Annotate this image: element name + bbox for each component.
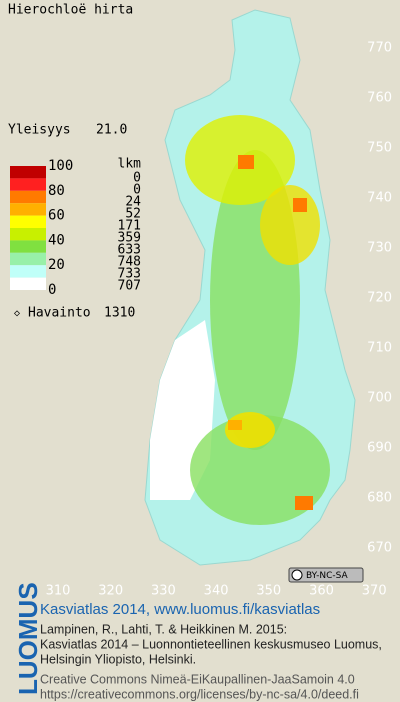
headline: Kasviatlas 2014, www.luomus.fi/kasviatla… bbox=[40, 601, 320, 618]
legend-scale-label: 0 bbox=[48, 282, 56, 298]
y-grid-label: 670 bbox=[367, 541, 392, 556]
yellow-area bbox=[260, 185, 320, 265]
legend-count: 707 bbox=[118, 279, 141, 294]
observation-symbol: ◇ bbox=[14, 308, 20, 319]
legend-scale-label: 20 bbox=[48, 257, 65, 273]
x-grid-label: 340 bbox=[204, 584, 229, 599]
observation-label: Havainto bbox=[28, 306, 91, 321]
y-grid-label: 750 bbox=[367, 141, 392, 156]
y-grid-label: 770 bbox=[367, 41, 392, 56]
finland-map bbox=[144, 9, 356, 566]
legend-count: 748 bbox=[118, 255, 141, 270]
y-grid-label: 740 bbox=[367, 191, 392, 206]
legend-swatch bbox=[10, 215, 46, 228]
legend-swatch bbox=[10, 190, 46, 204]
legend-count: 171 bbox=[118, 219, 141, 234]
brand: LUOMUS bbox=[13, 582, 43, 695]
frequency-value: 21.0 bbox=[96, 123, 127, 138]
orange-cell bbox=[228, 420, 242, 430]
orange-cell bbox=[295, 496, 313, 510]
y-grid-label: 710 bbox=[367, 341, 392, 356]
citation-line: Kasviatlas 2014 – Luonnontieteellinen ke… bbox=[40, 637, 382, 651]
legend-swatch bbox=[10, 228, 46, 241]
legend-swatch bbox=[10, 178, 46, 191]
license-line: Creative Commons Nimeä-EiKaupallinen-Jaa… bbox=[40, 672, 355, 686]
y-grid-label: 680 bbox=[367, 491, 392, 506]
legend-swatch bbox=[10, 203, 46, 216]
footer: LUOMUS Kasviatlas 2014, www.luomus.fi/ka… bbox=[13, 582, 382, 701]
frequency-label: Yleisyys bbox=[8, 123, 71, 138]
legend-count: 24 bbox=[125, 195, 141, 210]
count-header: lkm bbox=[118, 157, 142, 172]
legend-scale-label: 40 bbox=[48, 232, 65, 248]
legend-count: 359 bbox=[118, 231, 141, 246]
orange-cell bbox=[238, 155, 254, 169]
citation-line: Helsingin Yliopisto, Helsinki. bbox=[40, 652, 196, 666]
observation-value: 1310 bbox=[104, 306, 135, 321]
legend-swatch bbox=[10, 265, 46, 278]
license-badge: BY-NC-SA bbox=[288, 567, 364, 583]
license-line: https://creativecommons.org/licenses/by-… bbox=[40, 687, 359, 701]
x-grid-label: 330 bbox=[151, 584, 176, 599]
y-grid-label: 720 bbox=[367, 291, 392, 306]
y-grid-label: 730 bbox=[367, 241, 392, 256]
x-grid-label: 370 bbox=[362, 584, 387, 599]
citation-line: Lampinen, R., Lahti, T. & Heikkinen M. 2… bbox=[40, 622, 287, 636]
badge-text: BY-NC-SA bbox=[306, 571, 349, 581]
legend-scale-label: 80 bbox=[48, 183, 65, 199]
y-grid-label: 690 bbox=[367, 441, 392, 456]
x-grid-label: 350 bbox=[256, 584, 281, 599]
legend-count: 0 bbox=[133, 183, 141, 198]
x-grid-label: 310 bbox=[46, 584, 71, 599]
legend-count: 52 bbox=[125, 207, 141, 222]
legend-scale-label: 60 bbox=[48, 208, 65, 224]
legend-count: 733 bbox=[118, 267, 141, 282]
legend-count: 633 bbox=[118, 243, 141, 258]
x-grid-label: 320 bbox=[98, 584, 123, 599]
legend-swatch bbox=[10, 277, 46, 290]
orange-cell bbox=[293, 198, 307, 212]
map-title: Hierochloë hirta bbox=[8, 3, 133, 18]
legend-scale-label: 100 bbox=[48, 158, 73, 174]
x-grid-label: 360 bbox=[309, 584, 334, 599]
legend-swatch bbox=[10, 166, 46, 179]
legend-swatch bbox=[10, 252, 46, 266]
y-grid-label: 700 bbox=[367, 391, 392, 406]
legend-count: 0 bbox=[133, 171, 141, 186]
legend-swatch bbox=[10, 240, 46, 253]
y-grid-label: 760 bbox=[367, 91, 392, 106]
